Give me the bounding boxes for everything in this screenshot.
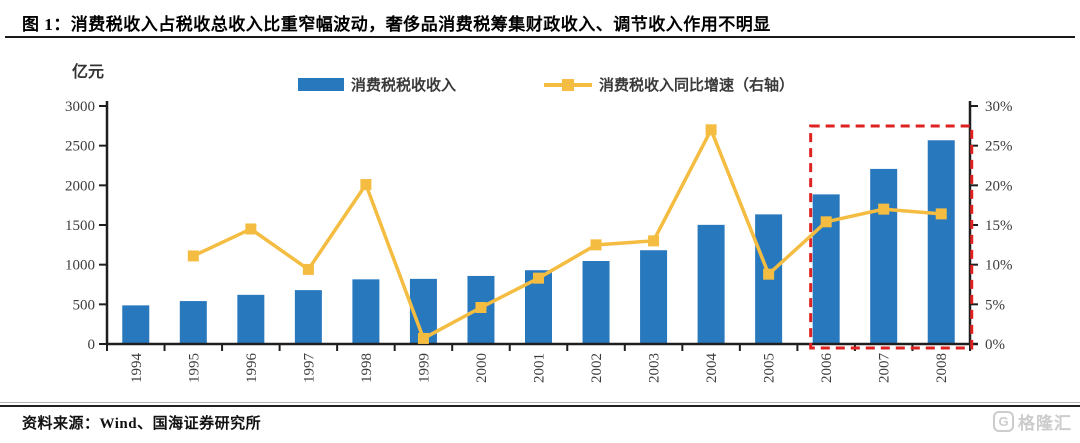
bar-2007 [870, 168, 898, 344]
line-marker [648, 235, 660, 247]
x-axis-tick-label: 2005 [762, 353, 778, 383]
left-axis-tick-label: 2000 [65, 178, 95, 194]
left-axis-tick-label: 500 [73, 297, 96, 313]
footer-divider [0, 405, 1080, 407]
line-marker [187, 250, 199, 262]
line-marker [820, 216, 832, 228]
line-marker [533, 272, 544, 284]
bar-2004 [697, 224, 725, 344]
legend-label: 消费税税收收入 [351, 78, 457, 94]
x-axis-tick-label: 2006 [819, 353, 835, 384]
source-note: 资料来源：Wind、国海证券研究所 [22, 416, 262, 432]
x-axis-tick-label: 2000 [474, 353, 490, 383]
y-axis-unit-label: 亿元 [72, 64, 105, 81]
line-marker [590, 239, 602, 251]
right-axis-tick-label: 15% [985, 218, 1013, 234]
line-marker [705, 124, 717, 136]
legend-label: 消费税收入同比增速（右轴） [599, 78, 795, 94]
square-marker-icon [562, 78, 575, 91]
x-axis-tick-label: 1998 [359, 353, 375, 383]
line-series-swatch [544, 78, 593, 92]
x-axis-tick-label: 2003 [647, 353, 663, 383]
left-axis-tick-label: 3000 [65, 99, 95, 115]
left-axis-tick-label: 0 [88, 337, 96, 353]
legend: 消费税税收收入 消费税收入同比增速（右轴） [298, 74, 794, 95]
footer-divider-light [0, 402, 1080, 403]
chart-area: 亿元 消费税税收收入 消费税收入同比增速（右轴） 0 500 1000 1500 200… [0, 55, 1080, 395]
bar-2002 [582, 261, 610, 344]
line-marker [763, 268, 775, 280]
line-marker [360, 179, 372, 191]
gelonghui-logo-text: 格隆汇 [1018, 414, 1072, 433]
bar-1995 [179, 301, 207, 344]
line-marker [417, 332, 429, 344]
gelonghui-logo: G 格隆汇 [993, 409, 1072, 434]
title-divider [5, 36, 1075, 38]
figure-title: 图 1：消费税收入占税收总收入比重窄幅波动，奢侈品消费税筹集财政收入、调节收入作… [22, 15, 771, 34]
bar-2008 [927, 140, 955, 344]
line-marker [878, 203, 890, 215]
line-marker [245, 223, 257, 235]
x-axis-tick-label: 1995 [186, 353, 202, 383]
line-marker [302, 263, 314, 275]
growth-line [192, 125, 942, 341]
plot-svg: 0 500 1000 1500 2000 2500 3000 0% 5% 10% 15% 20% 25%… [65, 99, 1013, 384]
x-axis-tick-label: 2002 [589, 353, 605, 383]
x-axis-tick-label: 1996 [244, 353, 260, 384]
right-axis-tick-label: 20% [985, 178, 1013, 194]
left-axis-tick-label: 1000 [65, 258, 95, 274]
highlight-box [809, 124, 974, 350]
x-axis-tick-label: 2007 [877, 353, 893, 384]
x-axis-tick-label: 2008 [934, 353, 950, 383]
x-axis-tick-label: 1994 [129, 353, 145, 384]
right-axis-tick-label: 10% [985, 258, 1013, 274]
x-axis-tick-label: 1997 [301, 353, 317, 384]
bar-1998 [352, 279, 380, 344]
right-axis-tick-label: 25% [985, 139, 1013, 155]
right-axis-tick-label: 30% [985, 99, 1013, 115]
left-axis-tick-label: 1500 [65, 218, 95, 234]
bar-2003 [640, 250, 668, 344]
bar-1994 [122, 305, 150, 344]
x-axis-tick-label: 1999 [416, 353, 432, 383]
line-marker [475, 302, 487, 314]
left-axis-tick-label: 2500 [65, 139, 95, 155]
right-axis-tick-label: 5% [985, 297, 1005, 313]
bar-1997 [294, 290, 322, 344]
gelonghui-g-icon: G [993, 411, 1014, 432]
line-marker [935, 208, 947, 220]
right-axis-tick-label: 0% [985, 337, 1005, 353]
legend-item-bar-series: 消费税税收收入 [298, 74, 456, 95]
x-axis-tick-label: 2001 [532, 353, 548, 383]
bar-1996 [237, 294, 265, 344]
x-axis-tick-label: 2004 [704, 353, 720, 384]
legend-item-line-series: 消费税收入同比增速（右轴） [544, 74, 794, 95]
bar-series-swatch [298, 78, 344, 91]
